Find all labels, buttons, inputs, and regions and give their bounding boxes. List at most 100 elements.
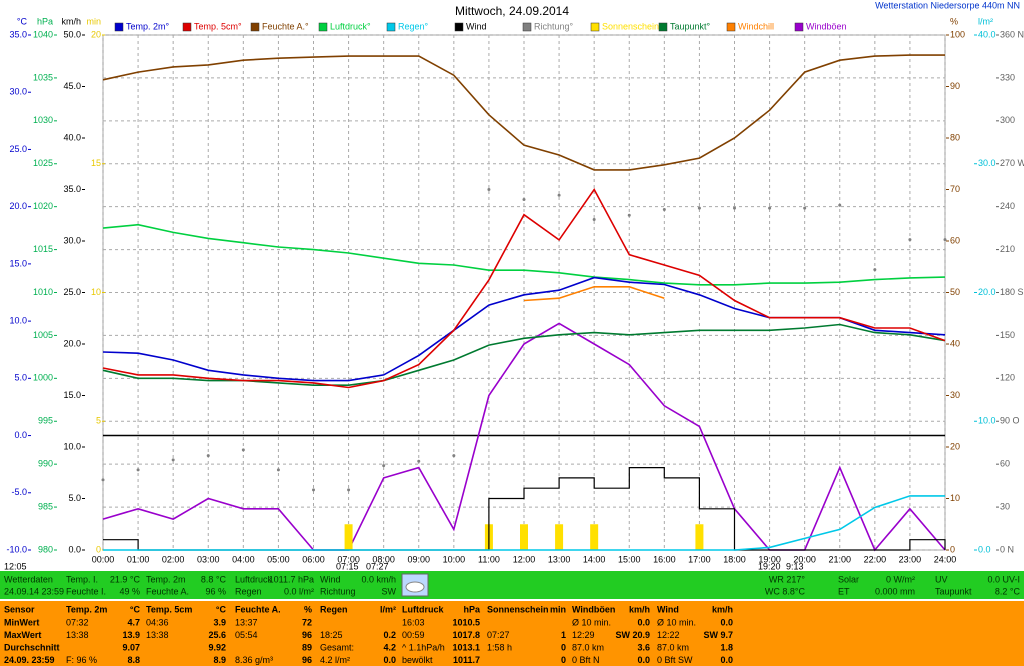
direction-dot (838, 203, 842, 207)
sun-bar (520, 524, 528, 550)
table-header: Windböen (572, 604, 615, 614)
tick-label: 0.0 (978, 544, 991, 554)
direction-dot (627, 213, 631, 217)
direction-dot (697, 206, 701, 210)
tick-label: 0.0 (68, 544, 81, 554)
x-tick-label: 13:00 (548, 554, 571, 564)
sun-bar (590, 524, 599, 550)
axis-unit: hPa (37, 16, 53, 26)
x-tick-label: 19:00 (758, 554, 781, 564)
tick-label: 5.0 (68, 493, 81, 503)
x-tick-label: 02:00 (162, 554, 185, 564)
tick-label: 30.0 (978, 158, 996, 168)
table-cell: 1011.7 (453, 655, 480, 665)
table-cell: 4.7 (127, 617, 140, 627)
table-cell: 07:32 (66, 617, 89, 627)
tick-label: 1020 (33, 201, 53, 211)
legend-label: Windböen (806, 21, 847, 31)
status-cell: 0.0 km/h (361, 574, 396, 584)
legend-swatch (454, 22, 464, 32)
table-cell: 0.0 (720, 655, 733, 665)
tick-label: 990 (38, 459, 53, 469)
status-cell: 8.8 °C (201, 574, 227, 584)
status-cell: 0 W/m² (886, 574, 915, 584)
direction-dot (803, 206, 807, 210)
x-tick-label: 18:00 (723, 554, 746, 564)
tick-label: 60 (1000, 459, 1010, 469)
table-cell: 13.9 (122, 630, 140, 640)
table-cell: F: 96 % (66, 655, 97, 665)
tick-label: 0.0 (14, 430, 27, 440)
series-line (523, 286, 665, 302)
tick-label: 40.0 (978, 29, 996, 39)
table-cell: ^ 1.1hPa/h (402, 642, 445, 652)
direction-dot (943, 238, 947, 242)
direction-dot (873, 268, 877, 272)
status-cell: Solar (838, 574, 859, 584)
x-tick-label: 09:00 (407, 554, 430, 564)
series-line (102, 223, 946, 286)
status-cell: Richtung (320, 586, 356, 596)
tick-label: 300 (1000, 115, 1015, 125)
table-cell: 9.07 (122, 642, 140, 652)
table-cell: 1:58 h (487, 642, 512, 652)
table-cell: 24.09. 23:59 (4, 655, 55, 665)
status-cell: Temp. 2m (146, 574, 186, 584)
table-cell: 25.6 (208, 630, 226, 640)
x-tick-label: 17:00 (688, 554, 711, 564)
legend-swatch (250, 22, 260, 32)
tick-label: 150 (1000, 330, 1015, 340)
tick-label: 20 (950, 441, 960, 451)
table-header: Feuchte A. (235, 604, 281, 614)
tick-label: 25.0 (63, 287, 81, 297)
tick-label: 5.0 (14, 373, 27, 383)
legend-label: Feuchte A.° (262, 21, 309, 31)
table-cell: 89 (302, 642, 312, 652)
table-cell: 1.8 (720, 642, 733, 652)
direction-dot (557, 193, 561, 197)
chart-title: Mittwoch, 24.09.2014 (455, 4, 569, 18)
legend-swatch (114, 22, 124, 32)
legend-swatch (794, 22, 804, 32)
tick-label: 1035 (33, 72, 53, 82)
direction-dot (312, 488, 315, 492)
table-cell: bewölkt (402, 655, 433, 665)
tick-label: 180 S (1000, 287, 1024, 297)
sun-moon-time: 12:05 (4, 561, 27, 571)
series-line (102, 187, 946, 389)
status-cell: Temp. I. (66, 574, 98, 584)
table-header: km/h (629, 604, 650, 614)
tick-label: 20.0 (978, 287, 996, 297)
table-cell: 13:38 (66, 630, 89, 640)
tick-label: 0 (96, 544, 101, 554)
direction-dot (241, 448, 245, 452)
tick-label: 30 (950, 390, 960, 400)
table-cell: 0 (561, 642, 566, 652)
direction-dot (452, 454, 456, 458)
legend-swatch (522, 22, 532, 32)
table-cell: MaxWert (4, 630, 41, 640)
x-tick-label: 12:00 (513, 554, 536, 564)
tick-label: 30 (1000, 501, 1010, 511)
status-cell: WR 217° (769, 574, 806, 584)
table-header: Sensor (4, 604, 35, 614)
tick-label: 1000 (33, 373, 53, 383)
sun-bar (695, 524, 704, 550)
table-cell: 4.2 (383, 642, 396, 652)
legend-label: Richtung° (534, 21, 574, 31)
tick-label: 50 (950, 287, 960, 297)
tick-label: 330 (1000, 72, 1015, 82)
tick-label: 270 W (1000, 158, 1024, 168)
x-tick-label: 03:00 (197, 554, 220, 564)
tick-label: 10.0 (978, 416, 996, 426)
status-cell: 96 % (205, 586, 226, 596)
status-bar (0, 571, 1024, 599)
tick-label: 985 (38, 501, 53, 511)
tick-label: -10.0 (6, 544, 27, 554)
table-cell: 9.92 (208, 642, 226, 652)
tick-label: 10 (950, 493, 960, 503)
tick-label: -5.0 (11, 487, 27, 497)
table-cell: 1017.8 (452, 630, 480, 640)
x-tick-label: 20:00 (793, 554, 816, 564)
direction-dot (908, 238, 912, 242)
